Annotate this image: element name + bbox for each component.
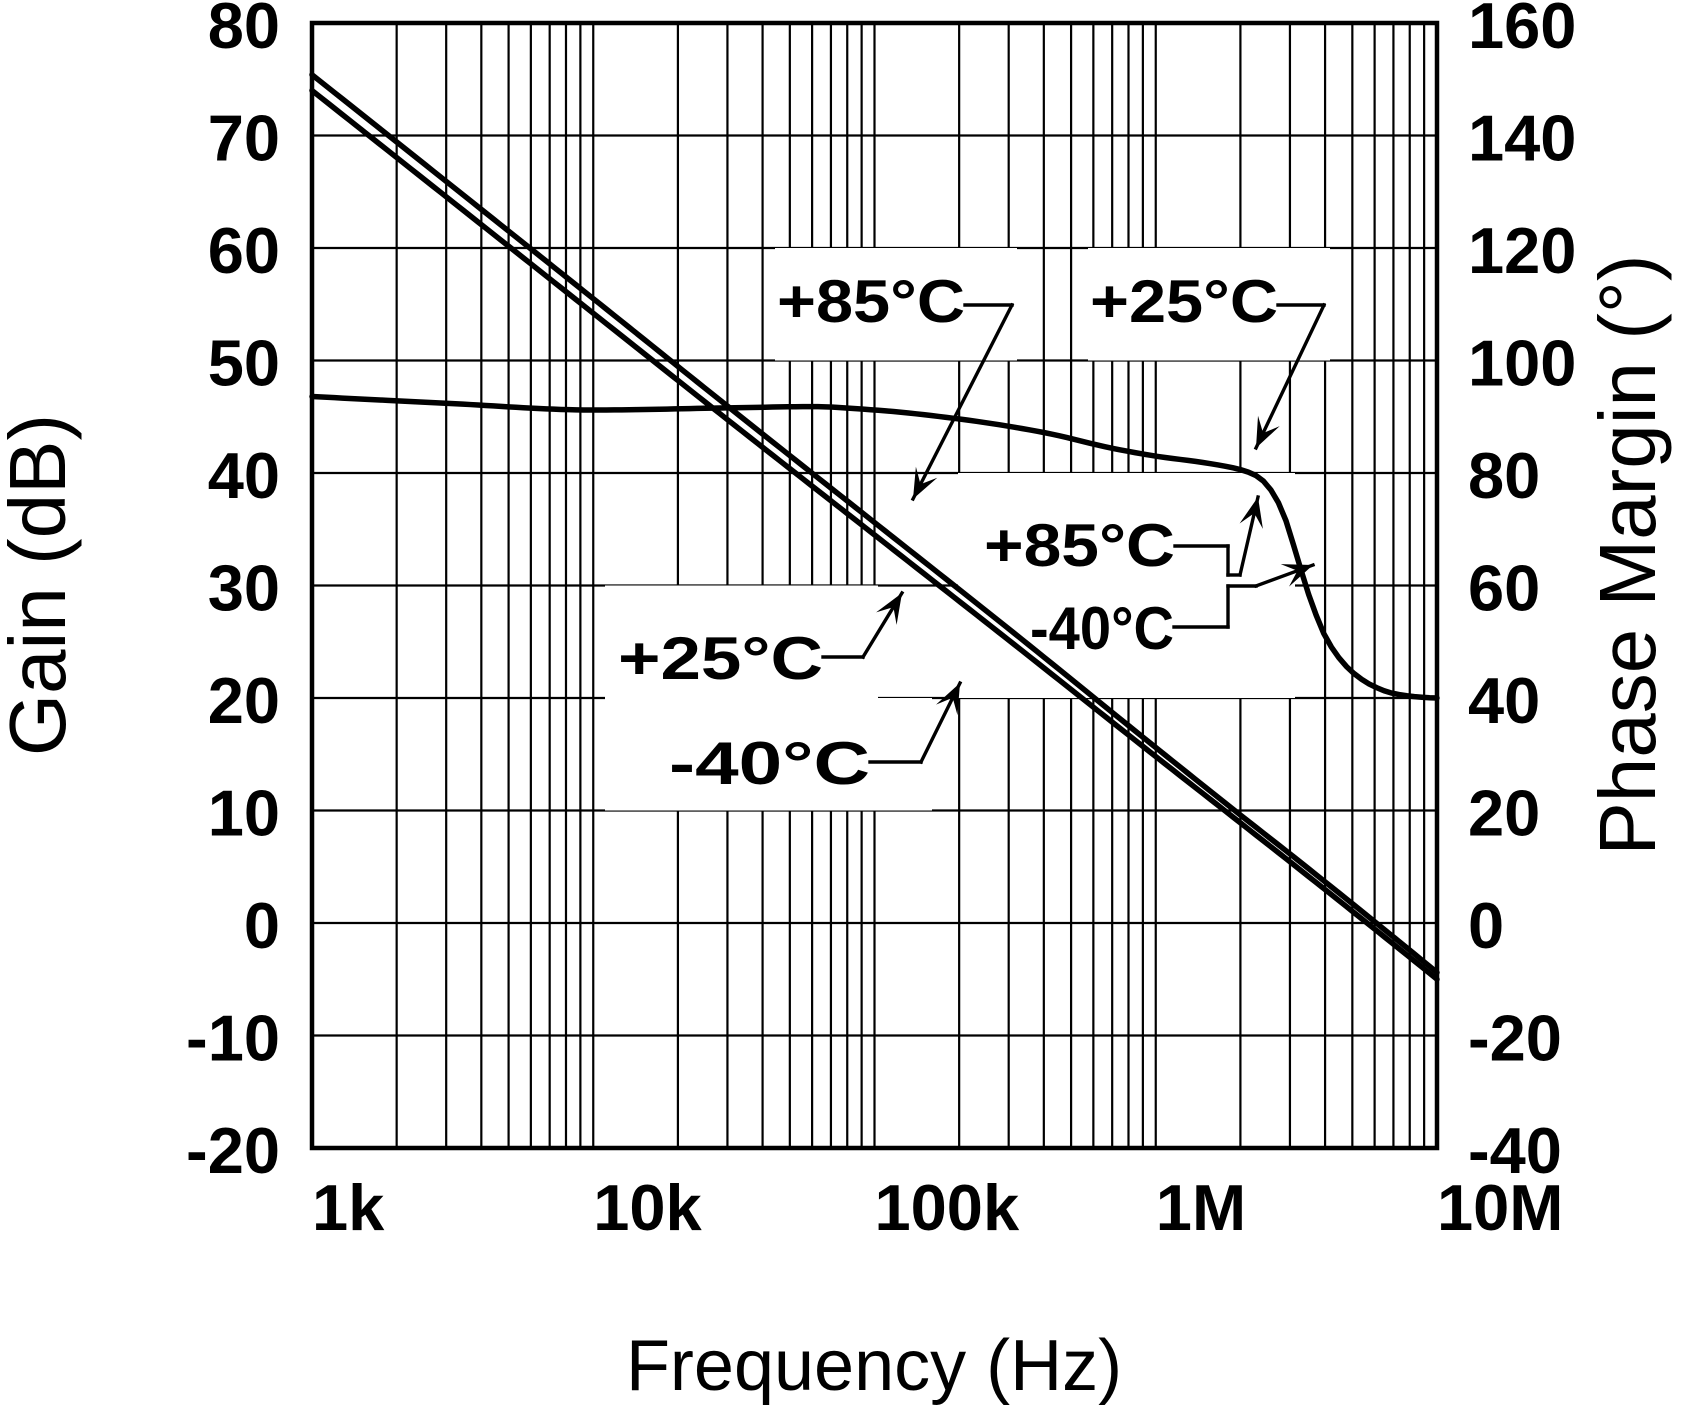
svg-text:0: 0: [244, 889, 280, 962]
svg-text:80: 80: [208, 0, 280, 62]
svg-text:Phase Margin (°): Phase Margin (°): [1583, 254, 1672, 855]
svg-text:60: 60: [1468, 552, 1540, 625]
svg-text:100: 100: [1468, 327, 1576, 400]
svg-text:100k: 100k: [875, 1171, 1020, 1244]
svg-text:-10: -10: [186, 1002, 280, 1075]
svg-text:30: 30: [208, 552, 280, 625]
svg-text:+25°C: +25°C: [1090, 268, 1278, 335]
svg-text:+25°C: +25°C: [618, 625, 823, 692]
svg-text:20: 20: [208, 664, 280, 737]
svg-text:-40°C: -40°C: [1030, 595, 1174, 662]
svg-text:0: 0: [1468, 889, 1504, 962]
svg-text:Gain (dB): Gain (dB): [0, 414, 82, 756]
svg-text:50: 50: [208, 327, 280, 400]
svg-text:20: 20: [1468, 777, 1540, 850]
svg-text:10k: 10k: [593, 1171, 702, 1244]
svg-text:1M: 1M: [1156, 1171, 1246, 1244]
svg-text:120: 120: [1468, 214, 1576, 287]
svg-text:40: 40: [1468, 664, 1540, 737]
svg-text:-20: -20: [1468, 1002, 1562, 1075]
svg-text:Frequency (Hz): Frequency (Hz): [626, 1326, 1122, 1406]
svg-text:10: 10: [208, 777, 280, 850]
svg-text:60: 60: [208, 214, 280, 287]
svg-text:70: 70: [208, 102, 280, 175]
svg-text:40: 40: [208, 439, 280, 512]
svg-text:-20: -20: [186, 1114, 280, 1187]
svg-text:-40°C: -40°C: [669, 730, 870, 797]
svg-text:1k: 1k: [312, 1171, 385, 1244]
svg-text:+85°C: +85°C: [984, 512, 1175, 579]
svg-text:80: 80: [1468, 439, 1540, 512]
svg-text:10M: 10M: [1437, 1171, 1563, 1244]
svg-text:140: 140: [1468, 102, 1576, 175]
svg-text:160: 160: [1468, 0, 1576, 62]
svg-text:+85°C: +85°C: [777, 268, 965, 335]
